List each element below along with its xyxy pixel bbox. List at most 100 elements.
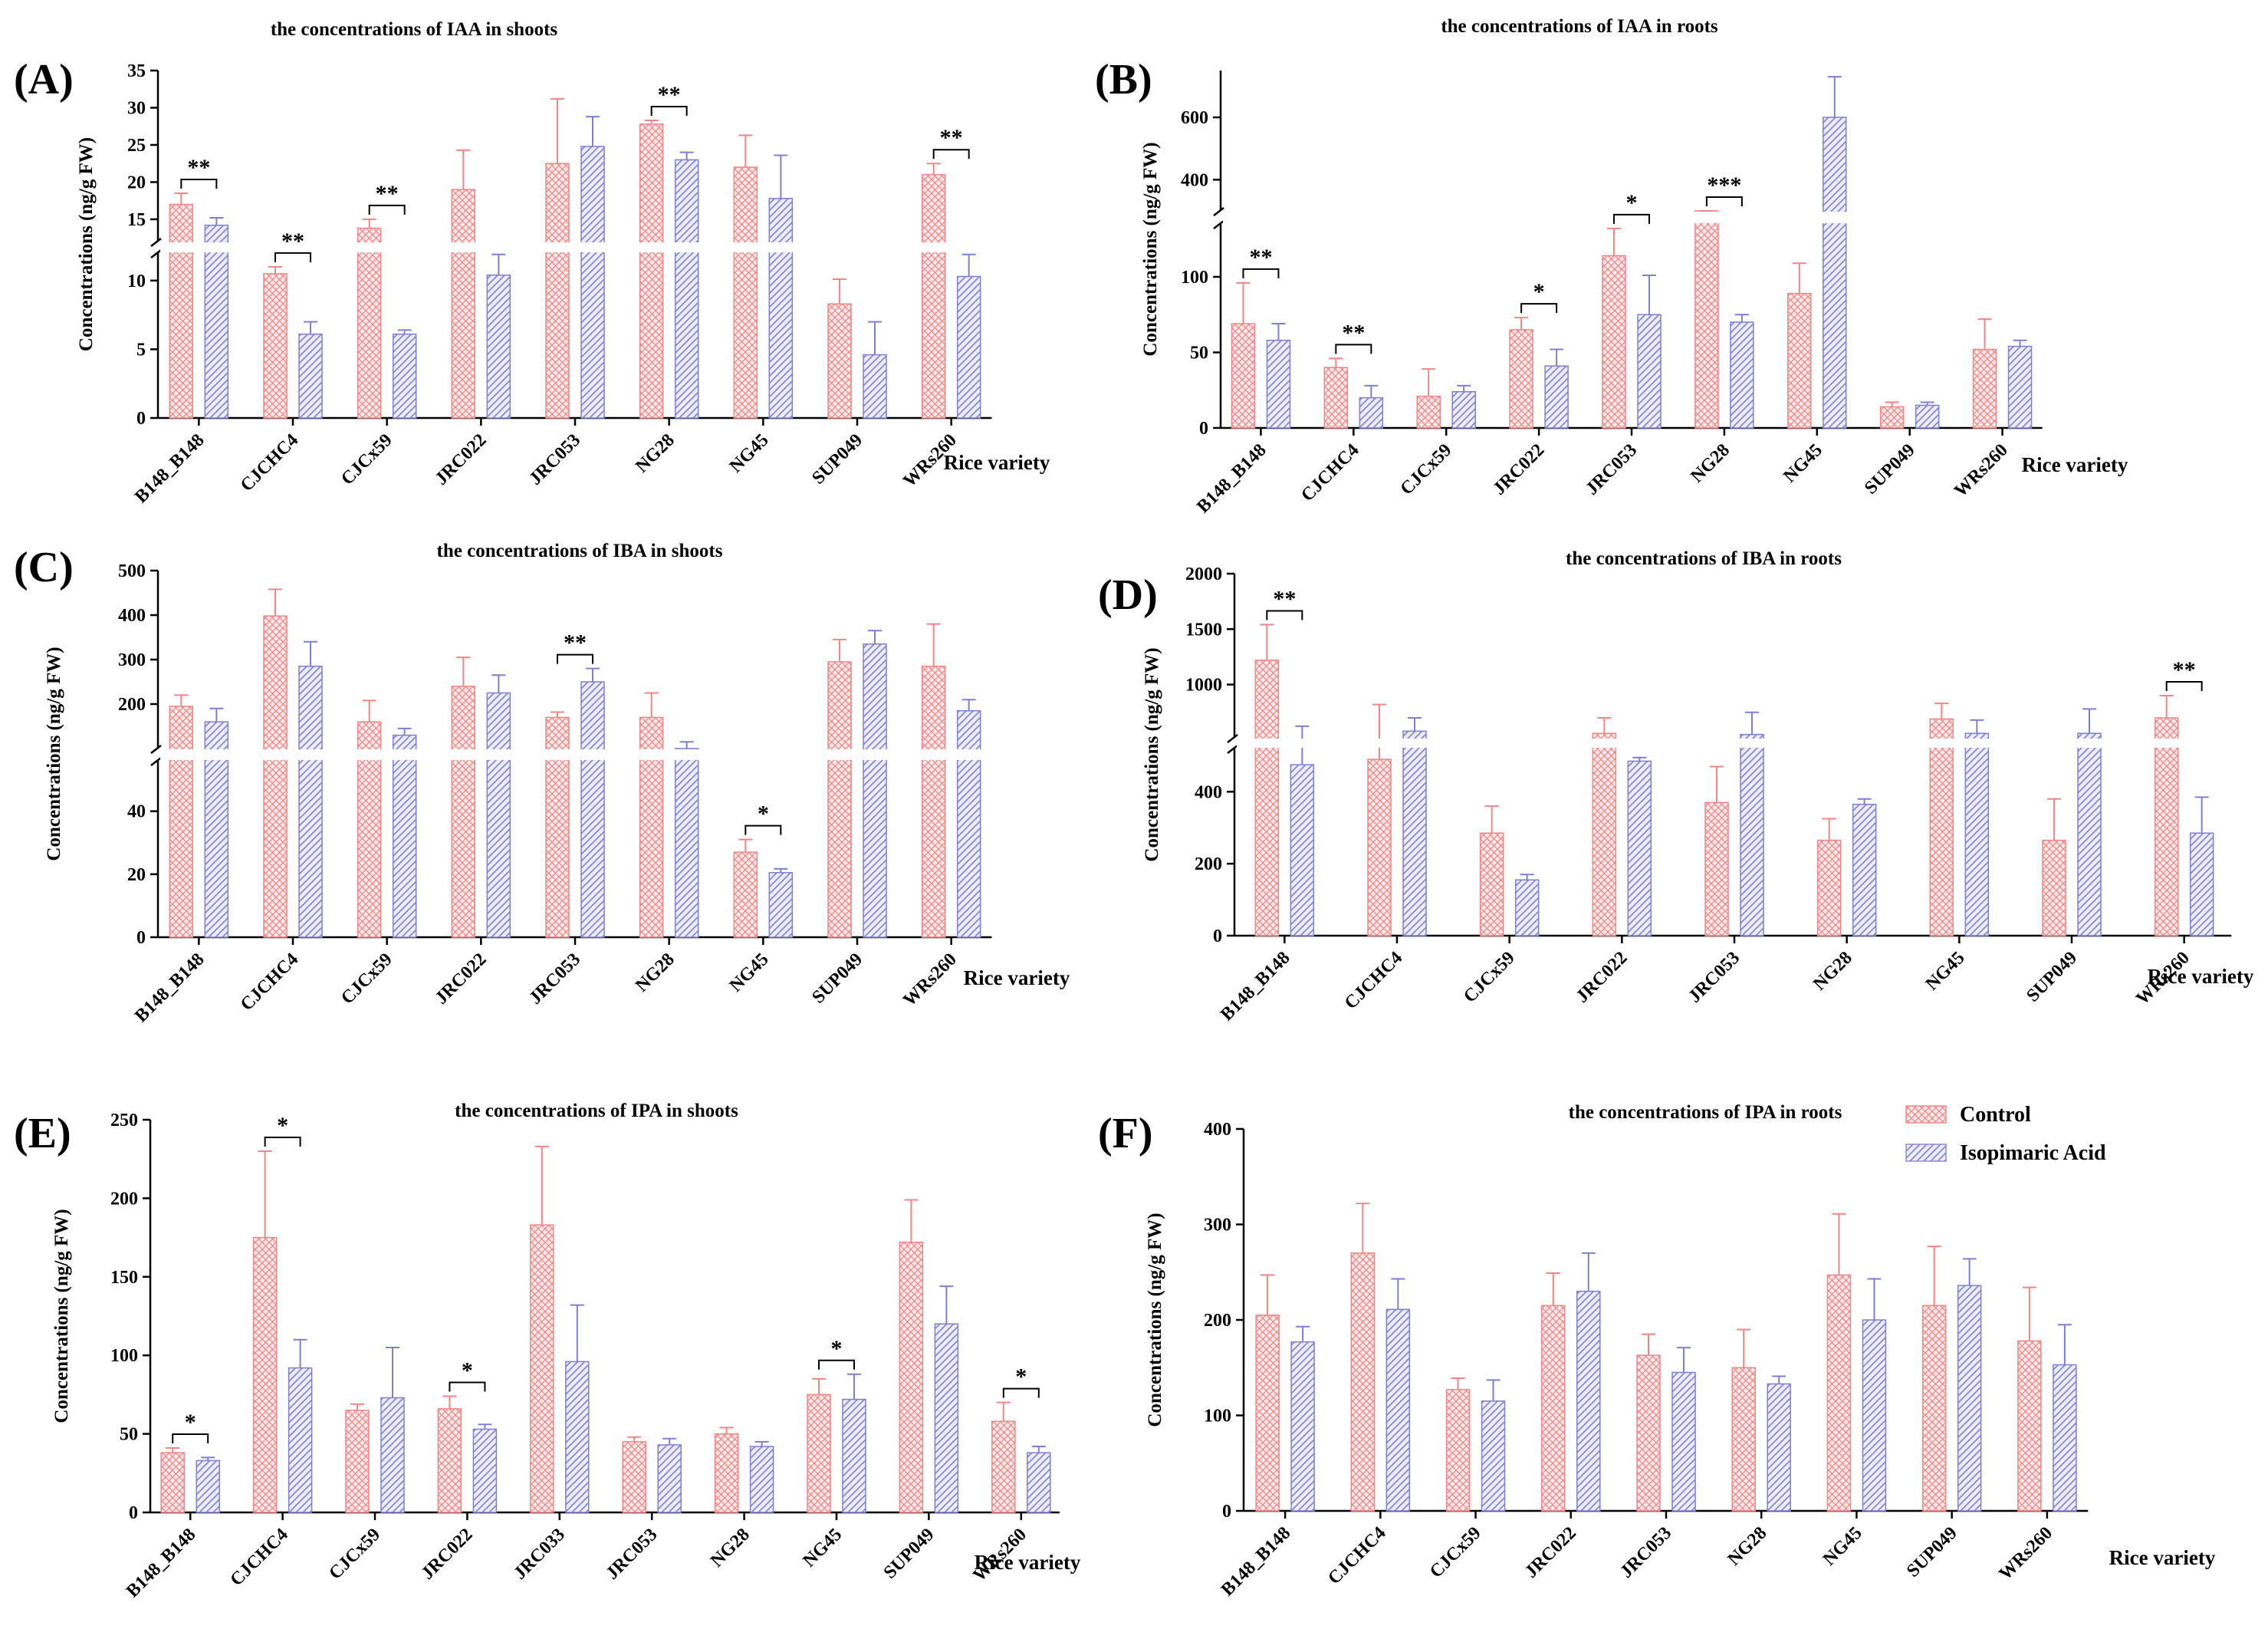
bar-isopimaric bbox=[842, 1398, 866, 1513]
x-tick-label: WRs260 bbox=[1951, 440, 2012, 502]
bar-isopimaric bbox=[657, 1444, 682, 1513]
bar-isopimaric bbox=[472, 1428, 498, 1513]
chart-panel-b: (B) the concentrations of IAA in roots 0 50… bbox=[1095, 16, 2128, 517]
significance-marker: *** bbox=[1705, 173, 1743, 206]
significance-bracket bbox=[1613, 213, 1650, 224]
significance-bracket bbox=[1266, 610, 1303, 620]
bar-control bbox=[252, 1236, 278, 1513]
x-tick-label: NG45 bbox=[1922, 948, 1969, 995]
significance-bracket bbox=[180, 178, 218, 189]
y-axis-label: Concentrations (ng/g FW) bbox=[76, 137, 97, 351]
x-tick-label: B148_B148 bbox=[131, 949, 208, 1026]
bar-control bbox=[921, 173, 946, 419]
significance-bracket bbox=[932, 149, 970, 160]
bar-isopimaric bbox=[288, 1367, 313, 1513]
axis-break-mark bbox=[150, 249, 162, 258]
x-tick-label: NG28 bbox=[1687, 440, 1734, 487]
bar-control bbox=[1541, 1305, 1566, 1512]
panel-label: (C) bbox=[14, 544, 74, 591]
significance-marker: * bbox=[1613, 190, 1650, 224]
bar-control bbox=[1731, 1367, 1756, 1512]
significance-marker: * bbox=[1520, 279, 1558, 314]
significance-bracket bbox=[368, 204, 406, 215]
y-tick-label: 20 bbox=[127, 865, 146, 885]
bar-isopimaric bbox=[2077, 732, 2102, 936]
bar-isopimaric bbox=[580, 146, 605, 419]
y-tick-label: 0 bbox=[1199, 419, 1208, 439]
significance-bracket bbox=[1335, 344, 1372, 354]
chart-panel-a: (A) the concentrations of IAA in shoots 0 5… bbox=[14, 19, 1050, 507]
bar-control bbox=[1350, 1252, 1376, 1512]
x-tick-label: CJCHC4 bbox=[1297, 440, 1362, 505]
significance-bracket bbox=[818, 1359, 855, 1370]
y-axis-label: Concentrations (ng/g FW) bbox=[1145, 1213, 1165, 1427]
significance-label: ** bbox=[658, 82, 681, 107]
bar-control bbox=[1367, 759, 1392, 936]
bar-control bbox=[1445, 1389, 1471, 1512]
bars-group bbox=[169, 97, 981, 419]
bar-isopimaric bbox=[768, 198, 794, 419]
panel-label: (A) bbox=[14, 56, 74, 104]
significance-marker: ** bbox=[2165, 657, 2203, 692]
bar-control bbox=[263, 615, 288, 938]
bars-group bbox=[1254, 624, 2214, 936]
x-tick-label: JRC053 bbox=[1616, 1523, 1675, 1582]
x-tick-label: CJCx59 bbox=[325, 1525, 384, 1584]
significance-marker: * bbox=[1002, 1364, 1040, 1398]
significance-bracket bbox=[2165, 681, 2203, 692]
bar-control bbox=[530, 1224, 554, 1513]
y-tick-label: 35 bbox=[127, 61, 146, 81]
bar-isopimaric bbox=[1266, 339, 1291, 429]
x-axis-label: Rice variety bbox=[2148, 965, 2254, 988]
bar-control bbox=[2017, 1340, 2042, 1512]
x-axis-label: Rice variety bbox=[2109, 1546, 2216, 1569]
significance-marker: ** bbox=[1242, 245, 1280, 278]
bar-isopimaric bbox=[956, 709, 981, 938]
legend: Control Isopimaric Acid bbox=[1905, 1103, 2106, 1165]
axis-break-gap bbox=[1223, 212, 2057, 223]
axis-break-mark bbox=[1213, 207, 1224, 216]
x-tick-label: NG45 bbox=[799, 1525, 846, 1571]
bar-isopimaric bbox=[2053, 1364, 2077, 1512]
y-tick-label: 200 bbox=[110, 1189, 138, 1209]
legend-swatch-control bbox=[1905, 1105, 1947, 1124]
chart-panel-d: (D) the concentrations of IBA in roots 0 20… bbox=[1098, 548, 2254, 1025]
bar-control bbox=[451, 686, 476, 938]
y-tick-label: 1000 bbox=[1185, 676, 1222, 696]
x-tick-label: JRC033 bbox=[510, 1525, 569, 1584]
y-tick-label: 400 bbox=[118, 606, 146, 626]
bar-control bbox=[827, 661, 852, 938]
bar-isopimaric bbox=[1451, 390, 1476, 429]
significance-marker: ** bbox=[274, 229, 311, 262]
bar-control bbox=[357, 227, 382, 419]
axis-break-mark bbox=[1213, 220, 1224, 229]
bar-isopimaric bbox=[580, 681, 605, 938]
significance-bracket bbox=[172, 1433, 209, 1444]
bar-control bbox=[1323, 367, 1349, 429]
x-axis-label: Rice variety bbox=[944, 451, 1050, 474]
x-tick-label: NG45 bbox=[726, 430, 773, 477]
x-tick-label: CJCHC4 bbox=[237, 949, 302, 1015]
y-tick-label: 20 bbox=[127, 173, 146, 193]
bar-control bbox=[263, 273, 288, 419]
bar-isopimaric bbox=[1915, 404, 1940, 429]
y-tick-label: 0 bbox=[1213, 926, 1222, 946]
bar-control bbox=[1416, 395, 1441, 429]
bar-control bbox=[1929, 718, 1954, 936]
bar-isopimaric bbox=[1964, 732, 1990, 936]
significance-label: * bbox=[462, 1358, 473, 1383]
significance-marker: * bbox=[172, 1410, 209, 1444]
bar-isopimaric bbox=[298, 333, 323, 419]
legend-label: Isopimaric Acid bbox=[1960, 1141, 2106, 1165]
chart-title: the concentrations of IAA in roots bbox=[1441, 16, 1718, 37]
x-tick-label: NG28 bbox=[632, 430, 679, 477]
significance-marker: ** bbox=[932, 125, 970, 160]
x-tick-label: CJCHC4 bbox=[1341, 948, 1406, 1013]
significance-marker: ** bbox=[557, 630, 593, 664]
bar-control bbox=[345, 1410, 370, 1513]
x-tick-label: CJCx59 bbox=[1397, 440, 1456, 499]
bar-control bbox=[921, 665, 946, 938]
bar-isopimaric bbox=[674, 159, 699, 419]
y-tick-label: 100 bbox=[110, 1346, 138, 1366]
axis-break-mark bbox=[150, 757, 162, 766]
